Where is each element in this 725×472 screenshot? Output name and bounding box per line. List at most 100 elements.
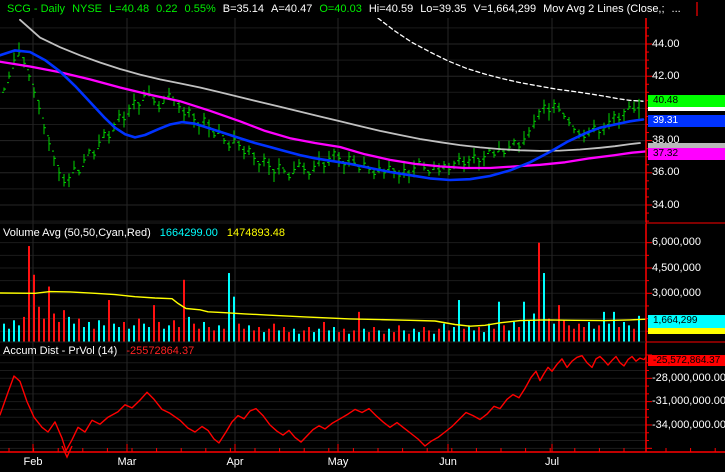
volume-bar <box>358 311 360 342</box>
volume-bar <box>293 328 295 342</box>
ohlc-bar <box>572 125 576 134</box>
ticker-segment: O=40.03 <box>319 3 362 15</box>
ohlc-bar <box>442 161 446 170</box>
ohlc-bar <box>627 101 631 110</box>
volume-bar <box>113 323 115 342</box>
price-axis-label: 36.00 <box>652 166 680 179</box>
ticker-bar[interactable]: SCG - Daily NYSE L=40.48 0.22 0.55% B=35.14 A=… <box>0 0 725 18</box>
volume-avg-line <box>0 290 646 327</box>
volume-bar <box>433 333 435 342</box>
ohlc-bar <box>57 165 61 182</box>
ohlc-bar <box>152 97 156 106</box>
blue-ma-line <box>0 49 645 182</box>
ohlc-bar <box>122 111 126 128</box>
ohlc-bar <box>302 162 306 175</box>
volume-bar <box>373 327 375 342</box>
volume-bar <box>368 332 370 342</box>
volume-avg-value-badge <box>648 327 725 334</box>
ticker-segment: Lo=39.35 <box>420 3 467 15</box>
price-axis-label: 38.00 <box>652 134 680 147</box>
ohlc-bar <box>127 104 131 117</box>
volume-panel-label: Volume Avg (50,50,Cyan,Red) 1664299.00 147… <box>3 227 294 239</box>
ohlc-bar <box>532 114 536 129</box>
volume-bar <box>538 242 540 342</box>
ticker-segment: ... <box>671 3 681 15</box>
ohlc-bar <box>597 128 601 140</box>
volume-bar <box>608 323 610 342</box>
volume-bar <box>308 327 310 342</box>
ohlc-bar <box>422 161 426 171</box>
ohlc-bar <box>107 130 111 144</box>
volume-bar <box>448 330 450 342</box>
ohlc-bar <box>632 101 636 113</box>
white-ma-line <box>377 18 644 102</box>
volume-bar <box>303 330 305 342</box>
ohlc-bar <box>62 173 66 187</box>
volume-bar <box>633 328 635 342</box>
ohlc-bar <box>267 158 271 175</box>
ohlc-bar <box>202 112 206 128</box>
ohlc-bar <box>502 150 506 158</box>
ohlc-bar <box>307 171 311 180</box>
accum-label-segment: Accum Dist - PrVol (14) <box>3 345 118 357</box>
volume-bar <box>613 311 615 342</box>
ohlc-bar <box>77 169 81 176</box>
volume-bar <box>363 328 365 342</box>
v-marker <box>61 445 73 459</box>
volume-bar <box>188 316 190 342</box>
ohlc-bar <box>52 150 56 167</box>
volume-bar <box>88 321 90 342</box>
volume-bar <box>513 321 515 342</box>
volume-bar <box>193 323 195 342</box>
volume-bar <box>298 333 300 342</box>
volume-bar <box>53 313 55 342</box>
price-panel <box>0 18 646 223</box>
volume-bar <box>133 325 135 342</box>
volume-bar <box>498 301 500 342</box>
volume-bar <box>243 328 245 342</box>
ohlc-bar <box>292 161 296 175</box>
volume-bar <box>43 318 45 342</box>
ohlc-bar <box>157 101 161 113</box>
volume-bar <box>278 330 280 342</box>
volume-bar <box>23 316 25 342</box>
volume-bar <box>328 330 330 342</box>
volume-bar <box>48 286 50 342</box>
volume-bar <box>343 328 345 342</box>
volume-bar <box>483 332 485 342</box>
ticker-segment: 0.55% <box>184 3 216 15</box>
volume-bar <box>213 330 215 342</box>
ohlc-bar <box>252 152 256 166</box>
volume-bar <box>258 327 260 342</box>
volume-bar <box>548 318 550 342</box>
ticker-segment: Hi=40.59 <box>368 3 414 15</box>
volume-bar <box>333 327 335 342</box>
volume-bar <box>348 333 350 342</box>
volume-bar <box>148 327 150 342</box>
ohlc-bar <box>37 99 41 115</box>
ohlc-bar <box>97 134 101 150</box>
ohlc-bar <box>542 99 546 114</box>
ohlc-bar <box>182 107 186 122</box>
volume-bar <box>58 321 60 342</box>
ohlc-bar <box>482 150 486 167</box>
ohlc-bar <box>242 146 246 160</box>
ohlc-bar <box>327 150 331 166</box>
volume-bar <box>603 311 605 342</box>
volume-bar <box>493 328 495 342</box>
last-price-badge: 40.48 <box>648 94 725 107</box>
month-label-mar: Mar <box>117 456 137 468</box>
ohlc-bar <box>612 110 616 124</box>
ohlc-bar <box>512 138 516 146</box>
ticker-segment: B=35.14 <box>222 3 265 15</box>
accum-axis-label: -31,000,000.00 <box>652 395 725 408</box>
ohlc-bar <box>222 135 226 144</box>
volume-bar <box>463 328 465 342</box>
ohlc-bar <box>487 148 491 154</box>
volume-bar <box>628 325 630 342</box>
volume-bar <box>173 320 175 342</box>
ohlc-bar <box>372 169 376 180</box>
ticker-segment: L=40.48 <box>109 3 150 15</box>
volume-bar <box>398 325 400 342</box>
